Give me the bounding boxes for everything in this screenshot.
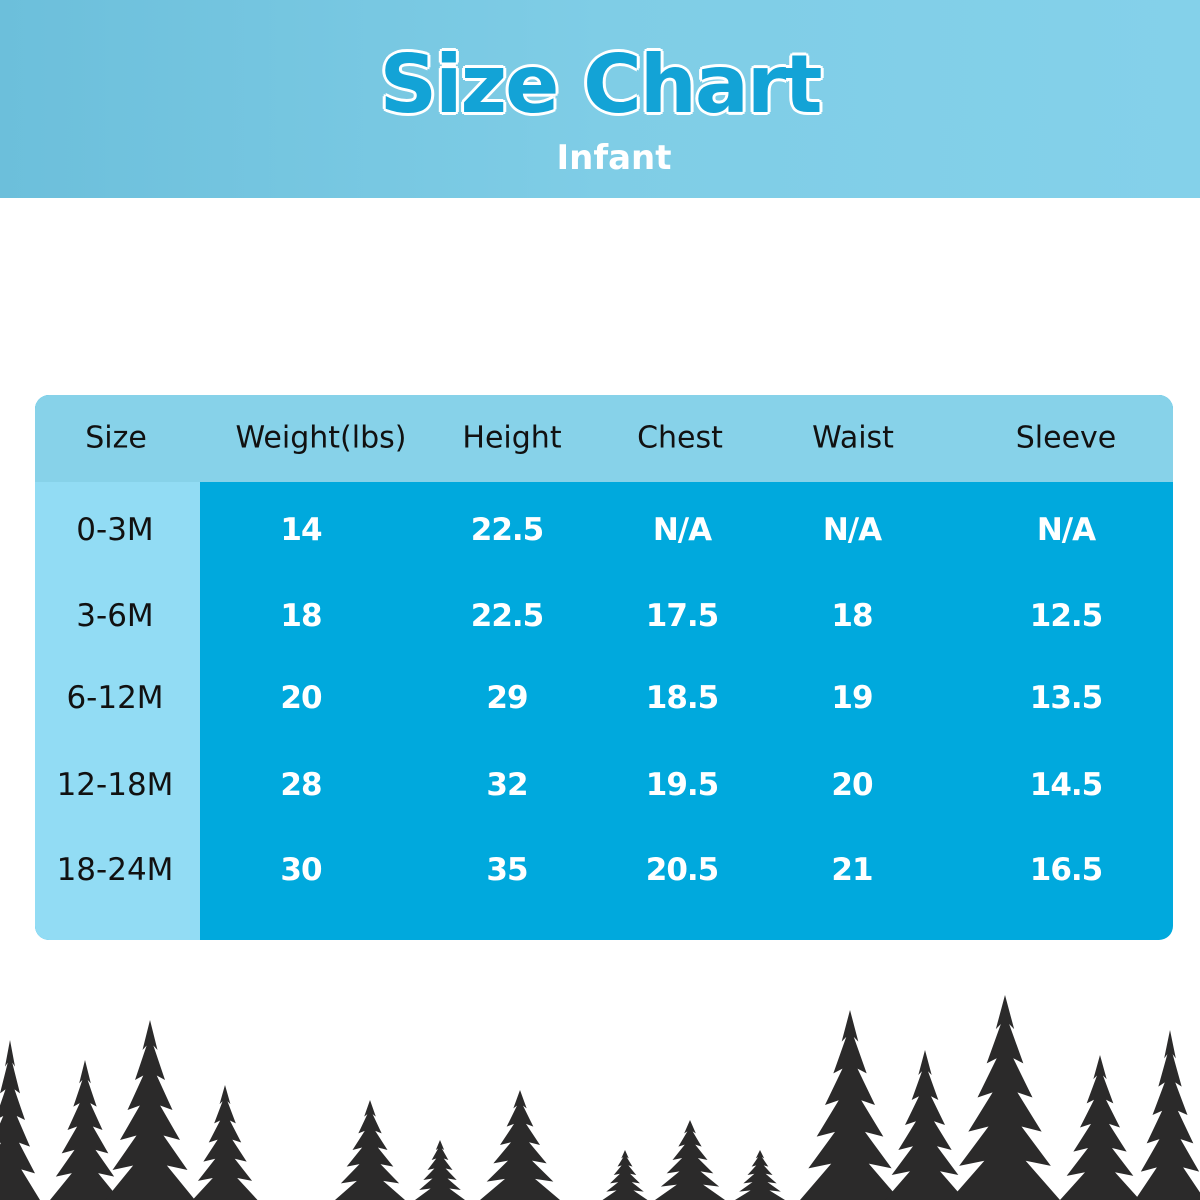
pine-tree-icon (800, 1010, 900, 1200)
pine-tree-icon (885, 1050, 965, 1200)
cell-weight: 20 (280, 680, 322, 716)
cell-sleeve: 13.5 (1029, 680, 1103, 716)
cell-waist: 20 (831, 767, 873, 803)
cell-sleeve: N/A (1036, 512, 1096, 548)
cell-sleeve: 16.5 (1029, 852, 1103, 888)
pine-tree-icon (735, 1150, 785, 1200)
size-label: 3-6M (76, 598, 154, 634)
pine-tree-icon (192, 1085, 258, 1200)
page-subtitle: Infant (556, 138, 672, 178)
size-label: 6-12M (66, 680, 164, 716)
size-column (35, 482, 200, 940)
pine-tree-icon (1135, 1030, 1200, 1200)
cell-sleeve: 14.5 (1029, 767, 1103, 803)
cell-chest: 18.5 (645, 680, 719, 716)
cell-weight: 28 (280, 767, 322, 803)
pine-tree-icon (105, 1020, 195, 1200)
pine-tree-icon (335, 1100, 405, 1200)
cell-height: 22.5 (470, 598, 544, 634)
pine-tree-icon (655, 1120, 725, 1200)
cell-weight: 14 (280, 512, 322, 548)
size-table: Size Weight(lbs) Height Chest Waist Sleeve 0-3… (35, 395, 1173, 940)
table-header-row (35, 395, 1173, 482)
cell-height: 22.5 (470, 512, 544, 548)
cell-chest: N/A (652, 512, 712, 548)
cell-waist: 21 (831, 852, 873, 888)
cell-waist: 19 (831, 680, 873, 716)
size-label: 18-24M (56, 852, 174, 888)
cell-height: 29 (486, 680, 528, 716)
pine-tree-icon (0, 1040, 40, 1200)
size-label: 0-3M (76, 512, 154, 548)
cell-waist: 18 (831, 598, 873, 634)
cell-chest: 17.5 (645, 598, 719, 634)
cell-waist: N/A (822, 512, 882, 548)
pine-trees-icon (0, 995, 1200, 1200)
size-label: 12-18M (56, 767, 174, 803)
cell-weight: 18 (280, 598, 322, 634)
pine-tree-icon (480, 1090, 560, 1200)
pine-tree-icon (950, 995, 1060, 1200)
cell-weight: 30 (280, 852, 322, 888)
pine-tree-icon (1060, 1055, 1140, 1200)
cell-chest: 20.5 (645, 852, 719, 888)
pine-tree-icon (50, 1060, 120, 1200)
column-header-weight: Weight(lbs) (235, 420, 407, 456)
column-header-waist: Waist (812, 420, 894, 456)
header-banner (0, 0, 1200, 198)
cell-height: 32 (486, 767, 528, 803)
cell-sleeve: 12.5 (1029, 598, 1103, 634)
column-header-chest: Chest (637, 420, 723, 456)
column-header-sleeve: Sleeve (1015, 420, 1117, 456)
column-header-height: Height (462, 420, 562, 456)
pine-tree-icon (415, 1140, 465, 1200)
column-header-size: Size (85, 420, 147, 456)
pine-tree-icon (602, 1150, 648, 1200)
page-title: Size Chart (379, 38, 822, 131)
cell-height: 35 (486, 852, 528, 888)
cell-chest: 19.5 (645, 767, 719, 803)
